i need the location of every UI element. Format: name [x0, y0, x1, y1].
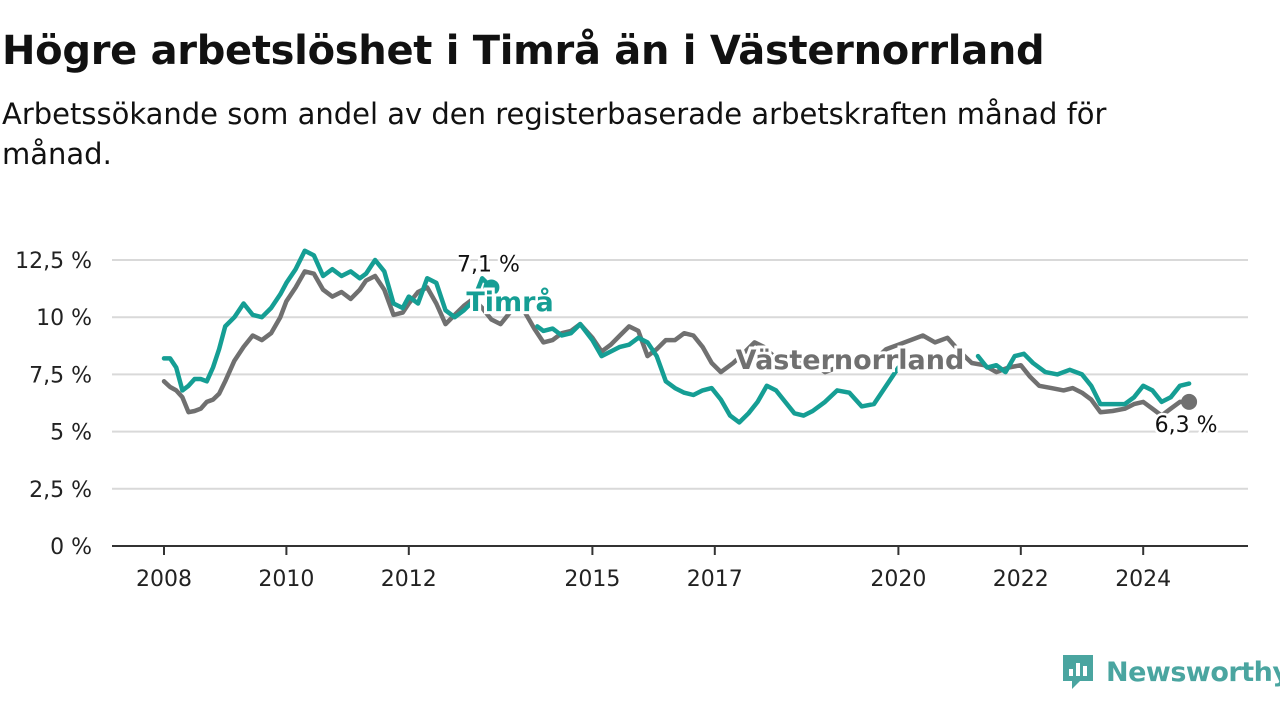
y-tick-label: 7,5 % — [29, 363, 92, 388]
y-tick-label: 2,5 % — [29, 478, 92, 503]
series-line — [975, 351, 1192, 407]
y-tick-label: 5 % — [50, 421, 92, 446]
end-marker — [1181, 393, 1198, 410]
chart-title: Högre arbetslöshet i Timrå än i Västerno… — [2, 28, 1045, 74]
x-tick-label: 2015 — [564, 567, 620, 592]
x-tick-label: 2020 — [870, 567, 926, 592]
x-tick-label: 2017 — [687, 567, 743, 592]
end-marker — [483, 279, 500, 296]
x-tick-label: 2012 — [381, 567, 437, 592]
end-label: 7,1 % — [457, 252, 520, 277]
x-tick-label: 2022 — [993, 567, 1049, 592]
x-tick-label: 2008 — [136, 567, 192, 592]
y-tick-label: 10 % — [36, 306, 92, 331]
series-line — [535, 321, 901, 425]
series-line — [161, 248, 494, 393]
x-tick-label: 2024 — [1115, 567, 1171, 592]
newsworthy-logo: Newsworthy — [1060, 652, 1280, 692]
brand-name: Newsworthy — [1106, 656, 1280, 688]
end-label: 6,3 % — [1155, 413, 1218, 438]
x-tick-label: 2010 — [258, 567, 314, 592]
chart-subtitle: Arbetssökande som andel av den registerb… — [2, 97, 1107, 171]
series-label-timra: Timrå — [466, 286, 553, 318]
newsworthy-logo-icon — [1063, 655, 1093, 689]
series-line — [161, 269, 1192, 418]
series-label-vasternorrland: Västernorrland — [736, 345, 965, 376]
y-tick-label: 0 % — [50, 535, 92, 560]
y-tick-label: 12,5 % — [15, 249, 92, 274]
